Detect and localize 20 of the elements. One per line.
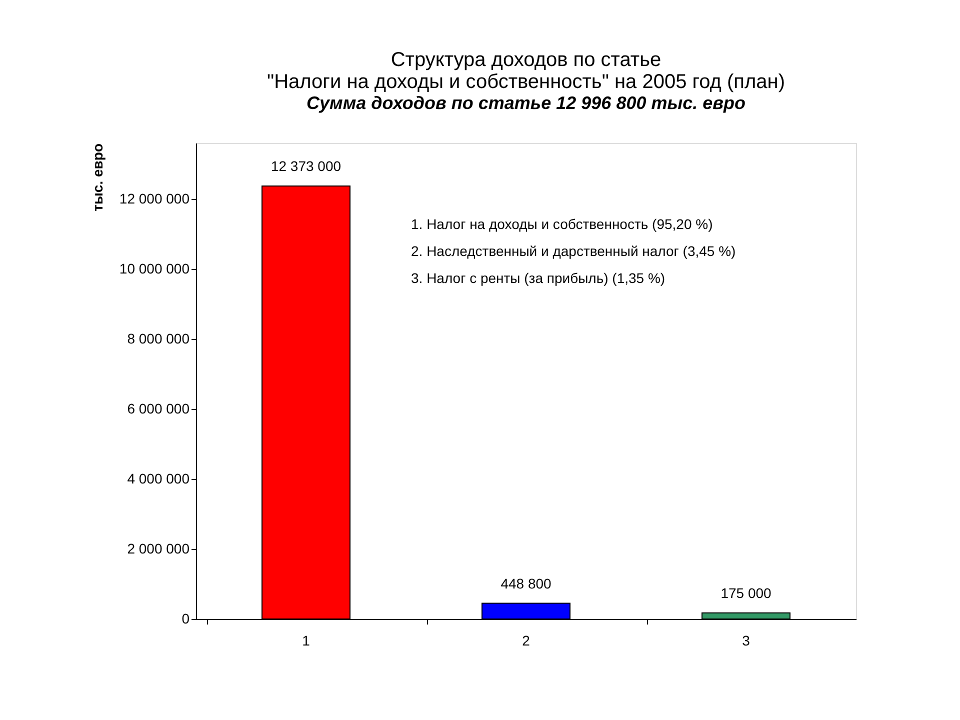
text: Структура доходов по статье [390,49,662,71]
y-tick-label: 10 000 000 [119,260,190,276]
y-tick-label: 8 000 000 [127,330,190,346]
data-label: 12 373 000 [270,158,342,174]
data-label: 448 800 [500,575,552,592]
annotation: 3. Налог с ренты (за прибыль) (1,35 %) [411,270,666,286]
data-label: 175 000 [720,584,772,601]
annotation: 2. Наследственный и дарственный налог (3,45 %) [411,243,736,259]
y-axis-title: тыс. евро [89,144,106,212]
y-tick-label: 12 000 000 [119,190,190,206]
x-tick-label: 2 [522,632,530,648]
y-tick-label: 2 000 000 [127,540,190,556]
chart-subtitle: Сумма доходов по статье 12 996 800 тыс. евро [306,93,746,113]
x-tick-label: 1 [302,632,310,648]
x-tick-label: 3 [742,632,750,648]
text: "Налоги на доходы и собственность" на 2005 год (план) [266,71,786,93]
y-tick-label: 4 000 000 [127,470,190,486]
annotation: 1. Налог на доходы и собственность (95,20 %) [411,216,713,232]
y-tick-label: 6 000 000 [127,400,190,416]
y-tick-label: 0 [182,610,190,626]
